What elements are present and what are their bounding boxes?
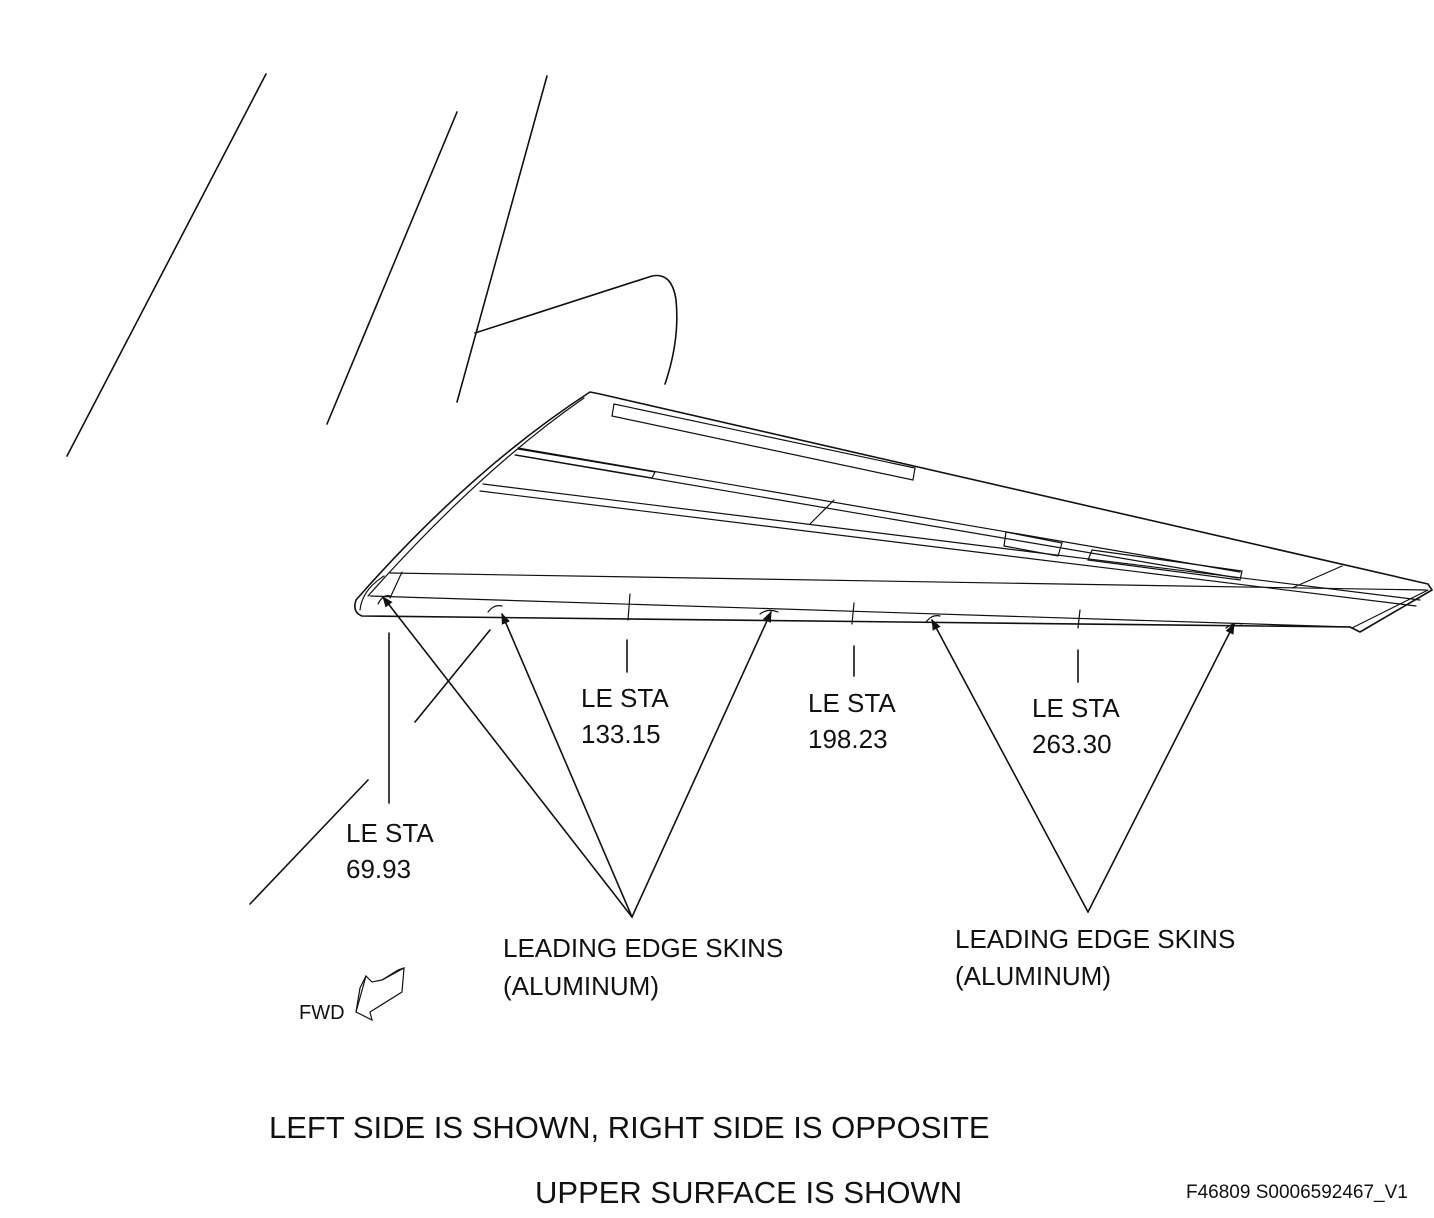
station-2-label: LE STA	[581, 683, 669, 713]
station-2-value: 133.15	[581, 719, 661, 749]
station-3-value: 198.23	[808, 724, 888, 754]
fuselage-lines	[66, 73, 678, 457]
skins-callout-left-line1: LEADING EDGE SKINS	[503, 933, 783, 963]
figure-id: F46809 S0006592467_V1	[1186, 1182, 1408, 1203]
note-left-side-shown: LEFT SIDE IS SHOWN, RIGHT SIDE IS OPPOSI…	[269, 1110, 990, 1145]
station-4-value: 263.30	[1032, 729, 1112, 759]
skins-callout-right-line1: LEADING EDGE SKINS	[955, 924, 1235, 954]
fwd-label: FWD	[299, 1002, 345, 1024]
wing-panel-lines	[389, 403, 1427, 629]
station-4-label: LE STA	[1032, 693, 1120, 723]
station-1-label: LE STA	[346, 818, 434, 848]
station-ticks	[388, 632, 1079, 804]
fwd-arrow-icon	[355, 966, 405, 1022]
skins-callout-left-line2: (ALUMINUM)	[503, 971, 659, 1001]
station-1-value: 69.93	[346, 854, 411, 884]
wing-outline	[354, 391, 1433, 633]
station-3-label: LE STA	[808, 688, 896, 718]
note-upper-surface-shown: UPPER SURFACE IS SHOWN	[535, 1175, 962, 1210]
left-skin-leaders	[382, 596, 772, 918]
skins-callout-right-line2: (ALUMINUM)	[955, 961, 1111, 991]
reference-lines	[249, 629, 491, 905]
right-skin-leaders	[931, 619, 1235, 913]
